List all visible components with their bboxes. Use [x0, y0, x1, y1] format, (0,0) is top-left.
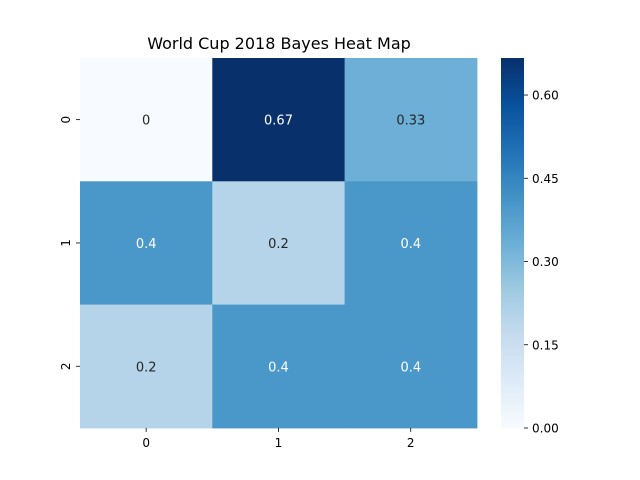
x-axis: 0 1 2 [142, 427, 415, 450]
cell-value-label: 0.4 [268, 360, 289, 375]
y-tick-label: 2 [59, 362, 73, 370]
cell-value-label: 0.4 [136, 237, 157, 252]
heatmap-cell [80, 304, 213, 429]
colorbar: 0.00 0.15 0.30 0.45 0.60 [501, 58, 559, 436]
cell-value-label: 0.2 [268, 237, 289, 252]
colorbar-tick-label: 0.30 [532, 255, 559, 269]
heatmap-cell [212, 58, 346, 182]
cell-value-label: 0.4 [400, 360, 421, 375]
chart-title: World Cup 2018 Bayes Heat Map [147, 34, 411, 53]
heatmap-cell [344, 304, 478, 429]
heatmap-cell [212, 304, 346, 429]
cell-value-label: 0.2 [136, 360, 157, 375]
heatmap-cell [212, 181, 346, 306]
cell-value-label: 0 [142, 114, 150, 129]
colorbar-tick-label: 0.00 [532, 422, 559, 436]
y-tick-label: 0 [59, 116, 73, 124]
heatmap-cell [344, 58, 478, 182]
cell-value-label: 0.33 [396, 114, 425, 129]
cell-value-label: 0.67 [264, 114, 293, 129]
y-axis: 0 1 2 [59, 116, 80, 370]
colorbar-gradient [501, 58, 524, 428]
x-tick-label: 2 [407, 436, 415, 450]
heatmap-cell [344, 181, 478, 306]
colorbar-tick-label: 0.45 [532, 172, 559, 186]
x-tick-label: 1 [275, 436, 283, 450]
x-tick-label: 0 [142, 436, 150, 450]
heatmap-cell [80, 181, 213, 306]
colorbar-tick-label: 0.60 [532, 89, 559, 103]
heatmap-cells: 0 0.67 0.33 0.4 0.2 0.4 0.2 0.4 0.4 [80, 58, 478, 429]
colorbar-tick-label: 0.15 [532, 338, 559, 352]
heatmap-cell [80, 58, 213, 182]
cell-value-label: 0.4 [400, 237, 421, 252]
y-tick-label: 1 [59, 239, 73, 247]
